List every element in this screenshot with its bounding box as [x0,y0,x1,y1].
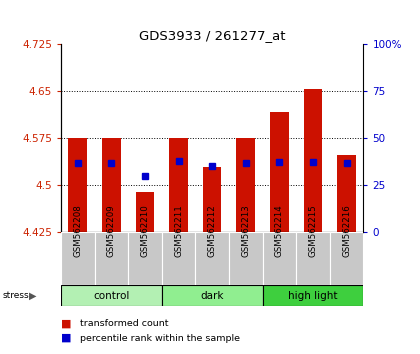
Text: GSM562210: GSM562210 [140,205,150,257]
Bar [61,232,94,285]
Text: GSM562216: GSM562216 [342,205,351,257]
Text: dark: dark [200,291,224,301]
Bar [296,232,330,285]
Bar [162,232,195,285]
Text: control: control [93,291,129,301]
Title: GDS3933 / 261277_at: GDS3933 / 261277_at [139,29,285,42]
Text: ■: ■ [61,333,71,343]
Text: percentile rank within the sample: percentile rank within the sample [80,333,240,343]
Bar [330,232,363,285]
Bar [337,155,356,232]
Bar [94,232,128,285]
Text: ■: ■ [61,319,71,329]
Text: stress: stress [2,291,29,300]
Bar [102,138,121,232]
Text: GSM562211: GSM562211 [174,205,183,257]
Bar [203,167,221,232]
Bar [162,285,262,306]
Bar [236,138,255,232]
Text: GSM562212: GSM562212 [207,205,217,257]
Bar [136,193,154,232]
Bar [68,138,87,232]
Bar [304,89,322,232]
Bar [262,232,296,285]
Bar [169,138,188,232]
Text: ▶: ▶ [29,291,36,301]
Text: GSM562209: GSM562209 [107,205,116,257]
Text: GSM562213: GSM562213 [241,205,250,257]
Text: high light: high light [288,291,338,301]
Bar [262,285,363,306]
Text: GSM562215: GSM562215 [308,205,318,257]
Text: GSM562208: GSM562208 [73,205,82,257]
Text: transformed count: transformed count [80,319,168,329]
Bar [61,285,162,306]
Bar [195,232,229,285]
Text: GSM562214: GSM562214 [275,205,284,257]
Bar [229,232,262,285]
Bar [270,112,289,232]
Bar [128,232,162,285]
